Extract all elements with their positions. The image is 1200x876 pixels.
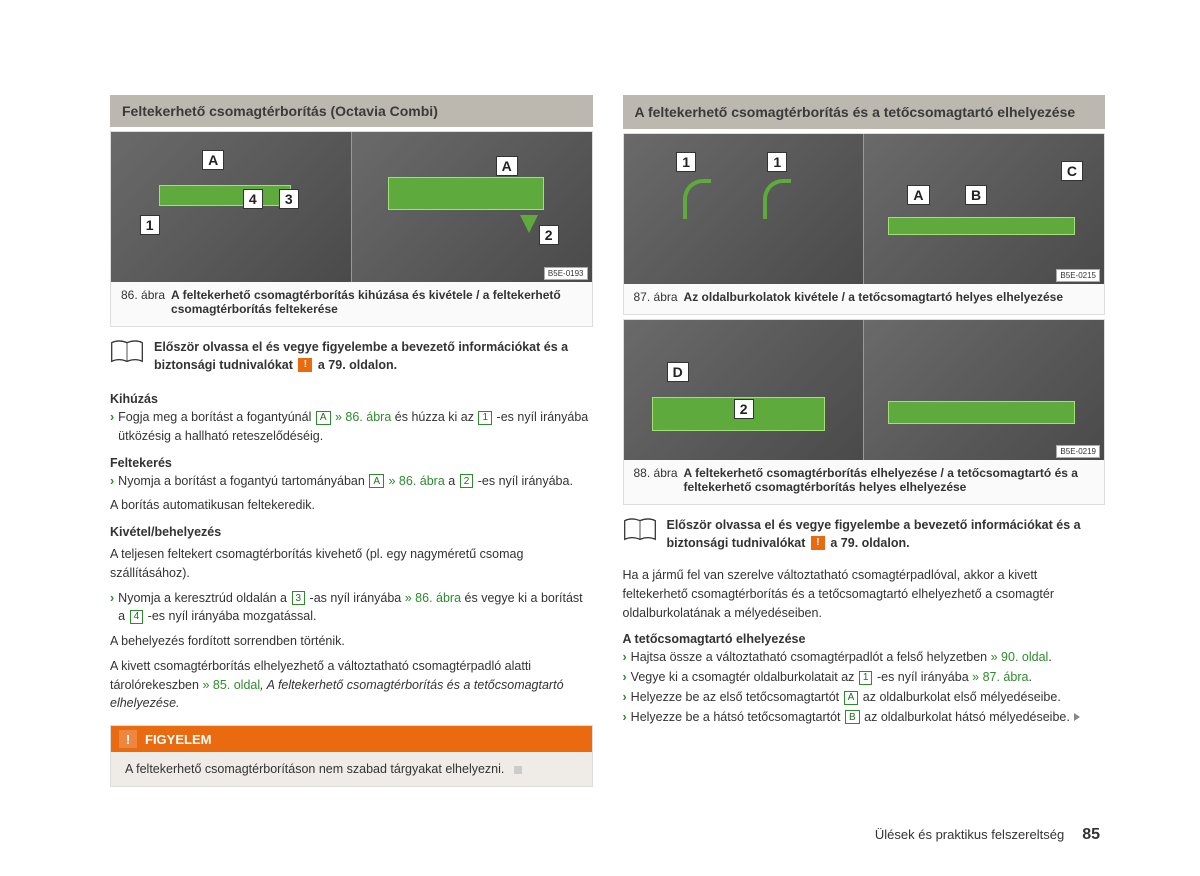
figure-88-right-image: B5E-0219 xyxy=(864,320,1104,460)
section-header-right: A feltekerhető csomagtérborítás és a tet… xyxy=(623,95,1106,129)
para-kivetel: A teljesen feltekert csomagtérborítás ki… xyxy=(110,545,593,583)
para-auto: A borítás automatikusan feltekeredik. xyxy=(110,496,593,515)
figure-86-left-image: A 1 4 3 xyxy=(111,132,352,282)
bullet: › Fogja meg a borítást a fogantyúnál A »… xyxy=(110,408,593,446)
section-header-left: Feltekerhető csomagtérborítás (Octavia C… xyxy=(110,95,593,127)
info-note-right: Először olvassa el és vegye figyelembe a… xyxy=(623,509,1106,560)
footer-chapter: Ülések és praktikus felszereltség xyxy=(875,827,1064,842)
bullet: › Hajtsa össze a változtatható csomagtér… xyxy=(623,648,1106,667)
figure-87-left-image: 1 1 xyxy=(624,134,865,284)
para-behely: A behelyezés fordított sorrendben történ… xyxy=(110,632,593,651)
figure-88: D 2 B5E-0219 88. ábra A feltekerhető cso… xyxy=(623,319,1106,505)
warning-title: FIGYELEM xyxy=(145,732,211,747)
footer-page-number: 85 xyxy=(1082,826,1100,844)
figure-86: A 1 4 3 A 2 B5E-0193 86. ábra A felteker… xyxy=(110,131,593,327)
subhead-kivetel: Kivétel/behelyezés xyxy=(110,525,593,539)
left-column: Feltekerhető csomagtérborítás (Octavia C… xyxy=(110,95,593,787)
figure-code: B5E-0219 xyxy=(1056,445,1100,458)
warn-icon: ! xyxy=(811,536,825,550)
bullet: › Nyomja a borítást a fogantyú tartomány… xyxy=(110,472,593,491)
bullet: › Nyomja a keresztrúd oldalán a 3 -as ny… xyxy=(110,589,593,627)
figure-87-right-image: A B C B5E-0215 xyxy=(864,134,1104,284)
book-icon xyxy=(623,517,657,543)
figure-87-caption: Az oldalburkolatok kivétele / a tetőcsom… xyxy=(684,290,1063,304)
figure-code: B5E-0215 xyxy=(1056,269,1100,282)
figure-87-label: 87. ábra xyxy=(634,290,678,304)
warning-box: ! FIGYELEM A feltekerhető csomagtérborít… xyxy=(110,725,593,787)
subhead-feltekeres: Feltekerés xyxy=(110,456,593,470)
warning-body: A feltekerhető csomagtérborításon nem sz… xyxy=(125,762,504,776)
figure-86-label: 86. ábra xyxy=(121,288,165,316)
figure-88-left-image: D 2 xyxy=(624,320,865,460)
bullet: › Helyezze be a hátsó tetőcsomagtartót B… xyxy=(623,708,1106,727)
info-note-left: Először olvassa el és vegye figyelembe a… xyxy=(110,331,593,382)
bullet: › Vegye ki a csomagtér oldalburkolatait … xyxy=(623,668,1106,687)
warn-icon: ! xyxy=(298,358,312,372)
end-mark-icon xyxy=(514,766,522,774)
warn-exclaim-icon: ! xyxy=(119,730,137,748)
para-storage: A kivett csomagtérborítás elhelyezhető a… xyxy=(110,657,593,713)
figure-88-caption: A feltekerhető csomagtérborítás elhelyez… xyxy=(684,466,1094,494)
continue-icon xyxy=(1074,713,1080,721)
book-icon xyxy=(110,339,144,365)
para-right-intro: Ha a jármű fel van szerelve változtathat… xyxy=(623,566,1106,622)
figure-code: B5E-0193 xyxy=(544,267,588,280)
right-column: A feltekerhető csomagtérborítás és a tet… xyxy=(623,95,1106,787)
figure-87: 1 1 A B C B5E-0215 87. ábra Az oldalburk… xyxy=(623,133,1106,315)
figure-86-caption: A feltekerhető csomagtérborítás kihúzása… xyxy=(171,288,581,316)
subhead-kihuzas: Kihúzás xyxy=(110,392,593,406)
figure-88-label: 88. ábra xyxy=(634,466,678,494)
figure-86-right-image: A 2 B5E-0193 xyxy=(352,132,592,282)
subhead-tetocsomag: A tetőcsomagtartó elhelyezése xyxy=(623,632,1106,646)
bullet: › Helyezze be az első tetőcsomagtartót A… xyxy=(623,688,1106,707)
page-footer: Ülések és praktikus felszereltség 85 xyxy=(875,826,1100,844)
